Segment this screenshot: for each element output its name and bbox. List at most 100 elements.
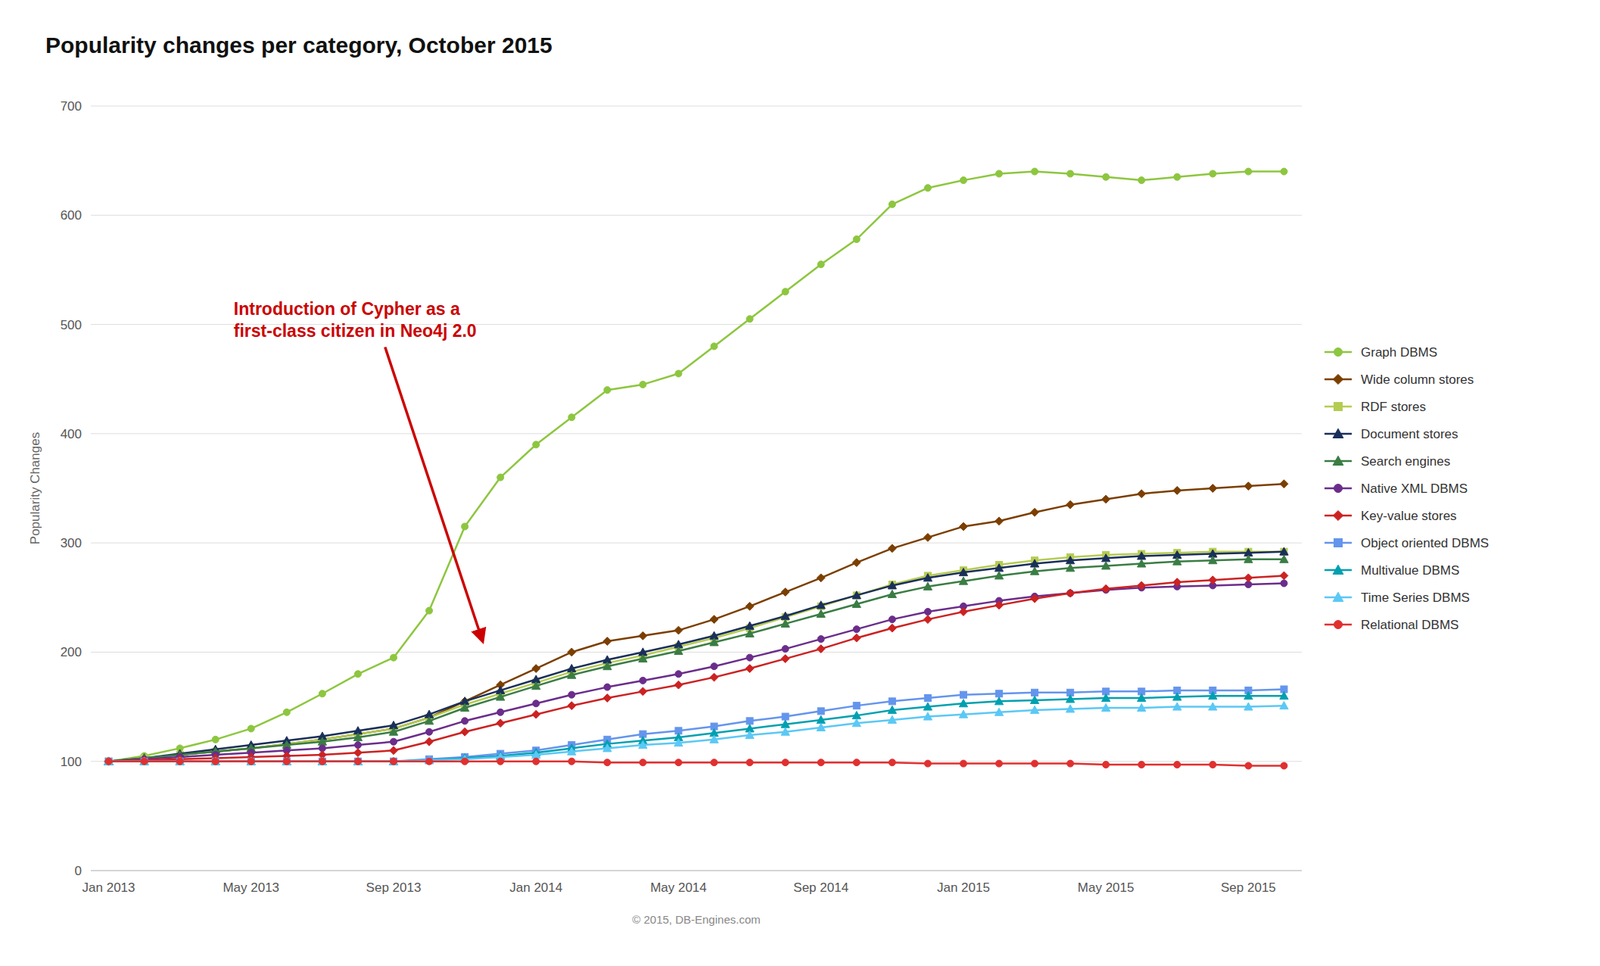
legend-label: Native XML DBMS: [1360, 481, 1468, 496]
data-point: [211, 756, 220, 765]
data-point: [1208, 575, 1218, 585]
data-point: [317, 737, 327, 745]
data-point: [426, 728, 433, 735]
x-tick-label: May 2014: [650, 880, 707, 895]
grid-line: [90, 870, 1302, 872]
data-point: [1102, 761, 1110, 769]
legend-label: Wide column stores: [1360, 372, 1474, 387]
data-point: [1279, 554, 1289, 563]
data-point: [994, 707, 1003, 716]
data-point: [211, 757, 219, 765]
data-point: [1031, 759, 1039, 767]
legend-marker: [1332, 564, 1344, 574]
data-point: [1030, 507, 1040, 517]
legend-label: Key-value stores: [1360, 508, 1457, 523]
data-point: [460, 703, 469, 711]
series-line: [108, 171, 1285, 762]
data-point: [959, 691, 967, 698]
series: [104, 571, 1289, 766]
data-point: [105, 757, 113, 765]
data-point: [496, 692, 505, 701]
data-point: [246, 756, 256, 765]
data-point: [816, 722, 825, 731]
y-tick-label: 400: [60, 426, 82, 442]
data-point: [353, 756, 362, 765]
series-line: [108, 559, 1285, 762]
legend-marker: [1332, 510, 1343, 520]
series-line: [108, 483, 1285, 761]
grid-line: [90, 432, 1302, 434]
data-point: [603, 759, 611, 766]
data-point: [852, 558, 861, 567]
data-point: [532, 700, 540, 707]
data-point: [1138, 177, 1146, 184]
grid-line: [90, 542, 1302, 544]
data-point: [567, 701, 576, 710]
data-point: [816, 609, 825, 617]
data-point: [1244, 573, 1253, 583]
data-point: [1101, 554, 1111, 562]
y-tick-label: 500: [60, 317, 82, 333]
grid-line: [90, 651, 1302, 653]
data-point: [709, 638, 719, 646]
data-point: [567, 747, 576, 755]
data-point: [887, 581, 897, 589]
data-point: [389, 756, 398, 765]
data-point: [816, 573, 825, 583]
x-axis-line: [90, 870, 1302, 872]
data-point: [140, 756, 149, 765]
data-point: [1280, 762, 1288, 769]
data-point: [924, 694, 931, 702]
data-point: [745, 628, 754, 637]
series: [105, 168, 1288, 765]
chart: Popularity changes per category, October…: [0, 0, 1600, 966]
data-point: [175, 756, 184, 765]
series: [105, 685, 1288, 765]
data-point: [603, 662, 612, 670]
series-line: [108, 575, 1285, 761]
data-point: [390, 757, 398, 765]
data-point: [852, 759, 860, 766]
data-point: [460, 727, 470, 736]
data-point: [816, 715, 825, 723]
data-point: [283, 708, 290, 716]
series-line: [108, 688, 1285, 761]
series: [105, 757, 1288, 769]
x-tick-label: Sep 2015: [1220, 880, 1277, 895]
data-point: [1209, 761, 1217, 769]
data-point: [1067, 589, 1074, 597]
data-point: [746, 653, 754, 661]
data-point: [959, 177, 967, 184]
data-point: [603, 637, 612, 646]
legend-marker: [1332, 428, 1344, 438]
data-point: [1137, 581, 1146, 590]
data-point: [675, 370, 682, 377]
legend-marker: [1334, 348, 1343, 357]
data-point: [497, 757, 505, 765]
annotation-line: Introduction of Cypher as a: [233, 298, 461, 319]
x-tick-label: May 2015: [1077, 880, 1135, 895]
y-tick-label: 300: [60, 535, 82, 551]
data-point: [104, 756, 113, 765]
footer: © 2015, DB-Engines.com: [631, 912, 760, 926]
data-point: [390, 757, 398, 765]
data-point: [1066, 588, 1075, 598]
data-point: [781, 645, 789, 653]
legend-marker: [1332, 455, 1344, 465]
data-point: [389, 746, 399, 755]
data-point: [958, 576, 968, 585]
data-point: [318, 757, 326, 765]
series-line: [108, 705, 1285, 762]
data-point: [1173, 173, 1181, 181]
data-point: [958, 567, 968, 576]
data-point: [603, 694, 612, 703]
data-point: [996, 170, 1003, 178]
grid-line: [90, 214, 1302, 216]
data-point: [888, 697, 896, 705]
data-point: [532, 709, 541, 719]
data-point: [1137, 693, 1146, 701]
data-point: [354, 757, 362, 765]
data-point: [675, 759, 682, 766]
data-point: [817, 635, 825, 643]
data-point: [817, 759, 825, 766]
